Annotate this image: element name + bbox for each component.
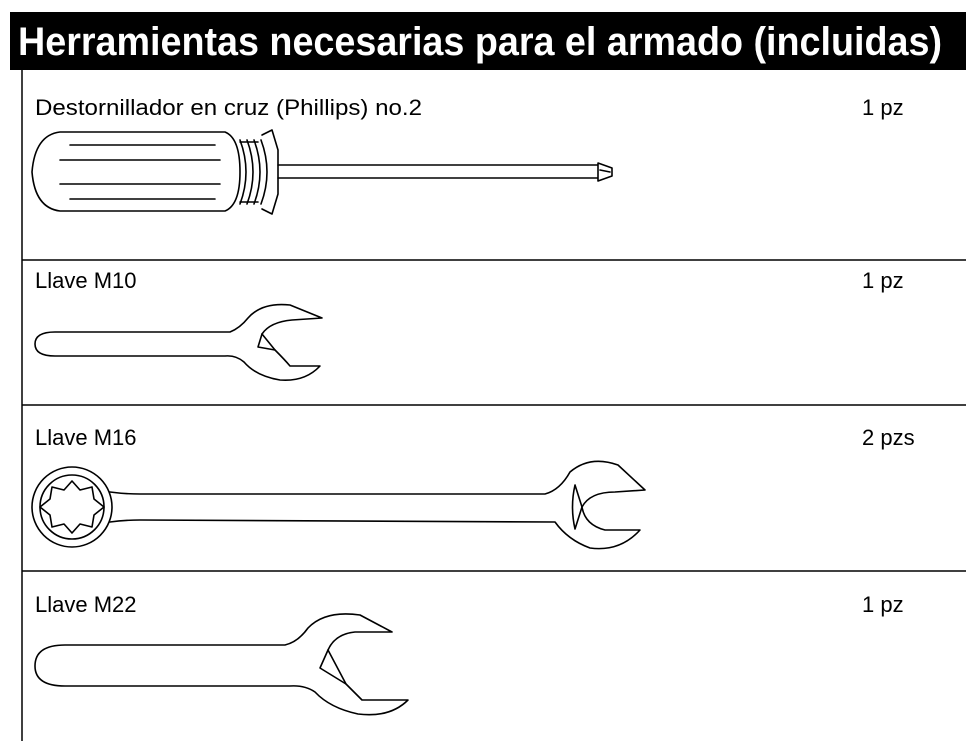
- item-quantity: 1 pz: [862, 268, 904, 293]
- item-name: Llave M10: [35, 268, 137, 293]
- item-name: Llave M22: [35, 592, 137, 617]
- wrench-m16-drawing: [31, 460, 646, 550]
- item-quantity: 1 pz: [862, 592, 904, 617]
- wrench-m10-drawing: [34, 303, 323, 382]
- item-quantity: 1 pz: [862, 95, 904, 120]
- item-quantity: 2 pzs: [862, 425, 915, 450]
- header-bar: [10, 12, 966, 70]
- header-title: Herramientas necesarias para el armado (…: [18, 20, 942, 64]
- wrench-m22-drawing: [34, 613, 409, 716]
- item-name: Destornillador en cruz (Phillips) no.2: [35, 95, 422, 120]
- screwdriver-drawing: [31, 129, 613, 215]
- item-name: Llave M16: [35, 425, 137, 450]
